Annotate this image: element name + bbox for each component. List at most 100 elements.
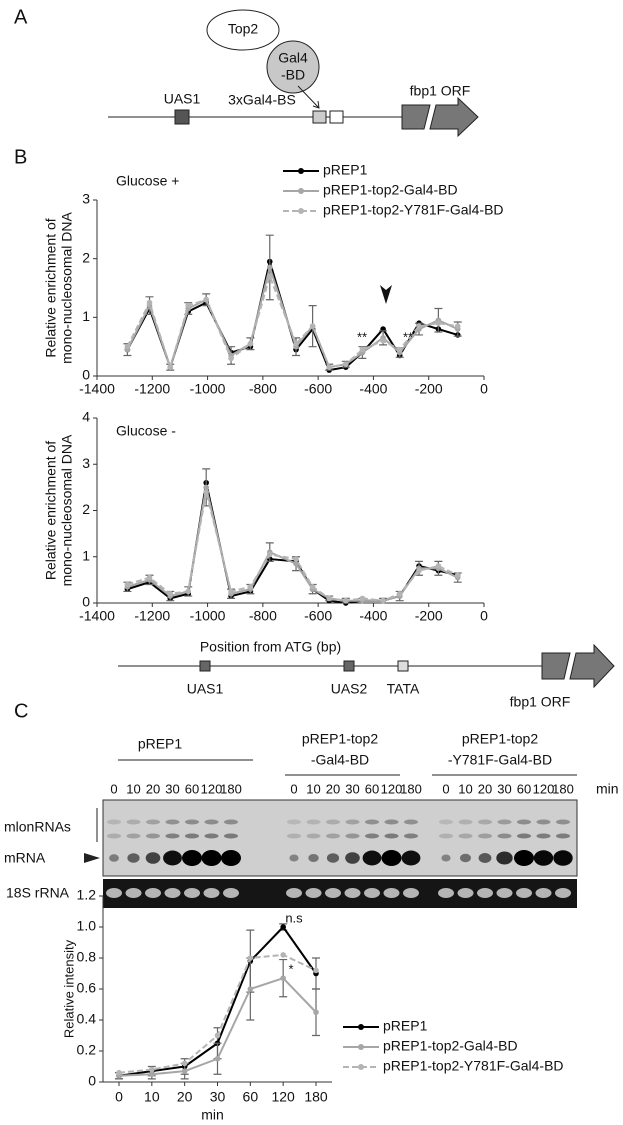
point [293,556,299,562]
time-label: 60 [365,781,379,796]
band [556,833,570,839]
band [204,819,219,825]
band [182,850,202,866]
uas1-box [199,660,211,672]
series-line [127,491,459,602]
point [454,323,461,329]
point [309,584,316,590]
point [167,590,174,597]
y-axis-label: mono-nucleosomal DNA [59,434,75,586]
point [247,986,254,992]
series-line [127,486,459,602]
row-label: mlonRNAs [4,819,71,835]
point [359,595,366,602]
band [289,854,299,862]
y-tick-label: 2 [82,501,90,517]
gal4-shape [266,40,320,94]
time-label: 30 [497,781,511,796]
legend-marker [298,168,304,174]
point [266,264,273,271]
point [124,581,131,588]
x-tick-label: -600 [304,608,332,624]
point [309,323,316,329]
time-label: 60 [517,781,531,796]
gal4-label: Gal4 [278,50,308,66]
point [326,595,333,602]
time-label: 0 [110,781,117,796]
x-tick-label: -1200 [134,608,170,624]
series-line [126,260,459,372]
point [203,484,209,491]
row-label: mRNA [4,850,46,866]
point [293,340,299,347]
bs-box [329,110,344,124]
band [344,888,361,898]
group-label: pREP1-top2 [302,731,378,747]
band [457,888,474,898]
x-tick-label: 120 [271,1089,295,1105]
band [145,852,161,864]
tata-box [397,660,409,672]
point [185,302,192,309]
y-tick-label: 1 [82,547,90,563]
y-tick-label: 0.4 [77,1011,97,1027]
x-tick-label: -200 [415,381,443,397]
band [364,888,380,898]
point [396,590,403,597]
x-tick-label: 20 [177,1089,193,1105]
point [342,361,349,368]
band [536,819,551,825]
y-tick-label: 1.0 [77,918,97,934]
row-label: 18S rRNA [6,885,70,901]
y-tick-label: 3 [82,191,90,207]
band [514,850,534,866]
point [228,355,234,362]
x-tick-label: 10 [144,1089,160,1105]
y-tick-label: 0.8 [77,949,97,965]
time-label: 0 [442,781,449,796]
annotation: ** [403,329,413,344]
legend-marker [358,1064,364,1070]
time-label: 20 [478,781,492,796]
band [383,888,400,898]
time-label: 30 [165,781,179,796]
uas1-label: UAS1 [187,681,224,697]
time-label: 180 [400,781,422,796]
panel-label: B [14,146,27,168]
legend-label: pREP1-top2-Gal4-BD [323,182,458,198]
point [359,346,366,353]
time-label: 30 [345,781,359,796]
point [228,588,234,595]
time-label: 0 [290,781,297,796]
band [224,833,238,839]
band [109,854,119,862]
band [146,833,160,839]
band [478,833,492,839]
band [308,854,319,862]
point [396,346,403,353]
x-tick-label: -1200 [134,381,170,397]
group-label: -Y781F-Gal4-BD [448,752,552,768]
point [280,924,286,930]
point [380,597,386,604]
point [203,296,209,303]
band [221,850,241,866]
x-tick-label: -1400 [79,608,115,624]
y-tick-label: 1.2 [77,887,97,903]
band [146,819,160,825]
y-tick-label: 0.2 [77,1042,97,1058]
point [266,273,273,280]
top2-label: Top2 [228,21,259,37]
group-label: -Gal4-BD [311,752,369,768]
x-tick-label: 30 [210,1089,226,1105]
point [247,955,254,961]
band [439,819,453,825]
time-label: 120 [381,781,403,796]
band [517,819,531,825]
legend-marker [298,188,304,194]
y-tick-label: 0 [82,594,90,610]
series-line [126,266,459,369]
band [326,819,340,825]
band [496,888,513,898]
